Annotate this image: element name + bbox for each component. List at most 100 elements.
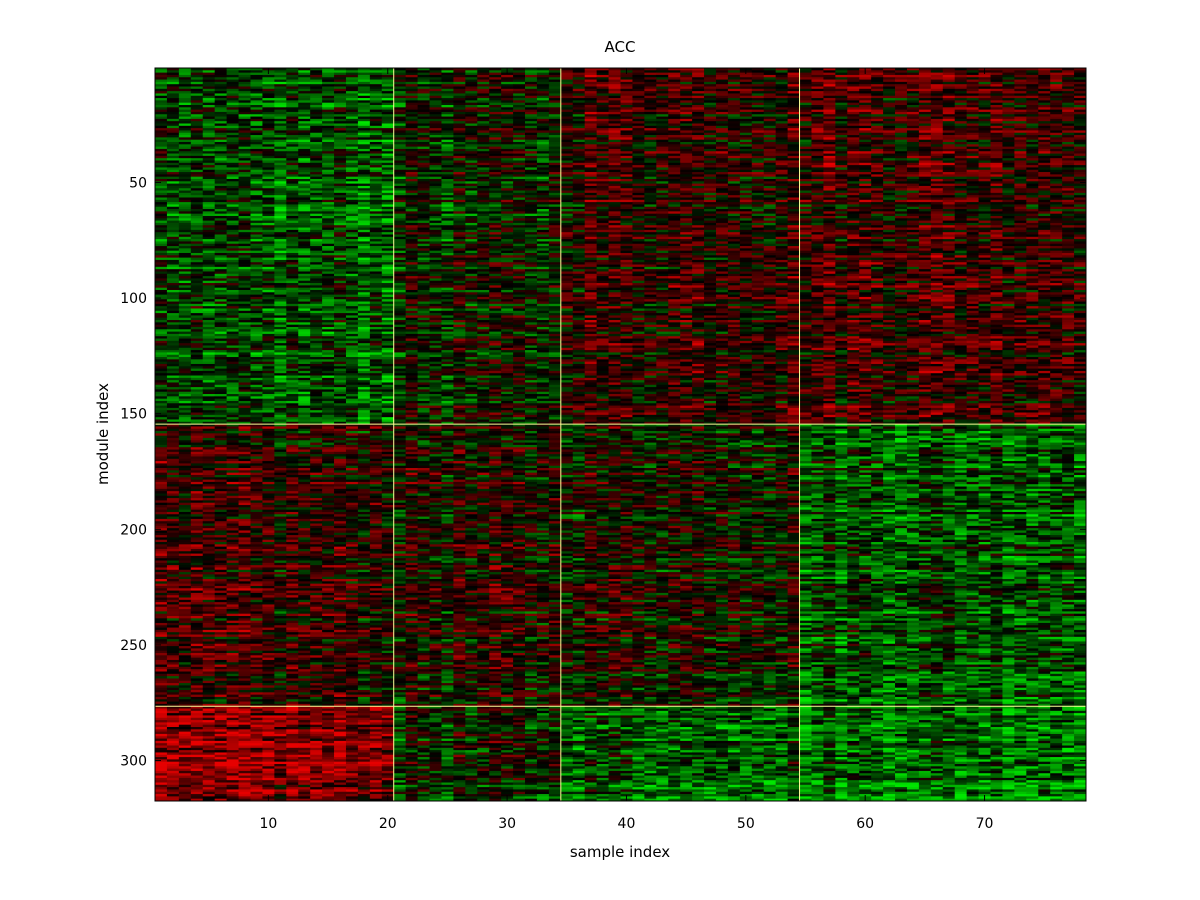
heatmap-cell <box>955 144 967 147</box>
heatmap-cell <box>561 93 573 96</box>
heatmap-cell <box>883 204 895 207</box>
heatmap-cell <box>239 77 251 80</box>
heatmap-cell <box>370 204 382 207</box>
heatmap-cell <box>573 186 585 189</box>
heatmap-cell <box>644 73 656 76</box>
heatmap-cell <box>430 174 442 177</box>
heatmap-cell <box>1062 70 1074 73</box>
heatmap-cell <box>250 149 262 152</box>
heatmap-cell <box>823 98 835 101</box>
heatmap-cell <box>310 128 322 131</box>
heatmap-cell <box>191 179 203 182</box>
heatmap-cell <box>931 177 943 180</box>
heatmap-cell <box>835 89 847 92</box>
heatmap-cell <box>656 170 668 173</box>
heatmap-cell <box>1074 100 1086 103</box>
heatmap-cell <box>203 130 215 133</box>
heatmap-cell <box>632 100 644 103</box>
heatmap-cell <box>847 121 859 124</box>
heatmap-cell <box>668 126 680 129</box>
heatmap-cell <box>979 209 991 212</box>
heatmap-cell <box>728 195 740 198</box>
heatmap-cell <box>1074 179 1086 182</box>
heatmap-cell <box>1062 130 1074 133</box>
heatmap-cell <box>334 197 346 200</box>
heatmap-cell <box>979 170 991 173</box>
heatmap-cell <box>764 133 776 136</box>
heatmap-cell <box>477 130 489 133</box>
heatmap-cell <box>167 112 179 115</box>
heatmap-cell <box>406 172 418 175</box>
heatmap-cell <box>215 193 227 196</box>
heatmap-cell <box>513 179 525 182</box>
heatmap-cell <box>441 151 453 154</box>
heatmap-cell <box>835 211 847 214</box>
heatmap-cell <box>764 207 776 210</box>
heatmap-cell <box>1038 170 1050 173</box>
heatmap-cell <box>477 105 489 108</box>
heatmap-cell <box>597 156 609 159</box>
heatmap-cell <box>823 121 835 124</box>
heatmap-cell <box>1014 170 1026 173</box>
heatmap-cell <box>859 75 871 78</box>
heatmap-cell <box>274 204 286 207</box>
heatmap-cell <box>800 200 812 203</box>
heatmap-cell <box>871 151 883 154</box>
heatmap-cell <box>179 128 191 131</box>
heatmap-cell <box>644 119 656 122</box>
heatmap-cell <box>931 135 943 138</box>
heatmap-cell <box>895 207 907 210</box>
heatmap-cell <box>764 165 776 168</box>
heatmap-cell <box>346 126 358 129</box>
heatmap-cell <box>191 98 203 101</box>
heatmap-cell <box>501 114 513 117</box>
heatmap-cell <box>895 147 907 150</box>
heatmap-cell <box>370 140 382 143</box>
heatmap-cell <box>728 128 740 131</box>
heatmap-cell <box>632 156 644 159</box>
heatmap-cell <box>1074 151 1086 154</box>
heatmap-cell <box>919 200 931 203</box>
heatmap-cell <box>239 163 251 166</box>
heatmap-cell <box>823 84 835 87</box>
heatmap-cell <box>155 193 167 196</box>
heatmap-cell <box>406 184 418 187</box>
heatmap-cell <box>250 193 262 196</box>
heatmap-cell <box>406 160 418 163</box>
heatmap-cell <box>334 100 346 103</box>
heatmap-cell <box>513 184 525 187</box>
heatmap-cell <box>680 214 692 217</box>
heatmap-cell <box>537 193 549 196</box>
heatmap-cell <box>334 174 346 177</box>
heatmap-cell <box>382 96 394 99</box>
heatmap-cell <box>286 214 298 217</box>
heatmap-cell <box>274 151 286 154</box>
heatmap-cell <box>931 91 943 94</box>
heatmap-cell <box>191 128 203 131</box>
heatmap-cell <box>370 158 382 161</box>
heatmap-cell <box>823 184 835 187</box>
heatmap-cell <box>991 209 1003 212</box>
heatmap-cell <box>537 110 549 113</box>
heatmap-cell <box>370 73 382 76</box>
heatmap-cell <box>585 130 597 133</box>
heatmap-cell <box>239 130 251 133</box>
heatmap-cell <box>621 133 633 136</box>
heatmap-cell <box>370 89 382 92</box>
heatmap-cell <box>823 87 835 90</box>
heatmap-cell <box>286 147 298 150</box>
heatmap-cell <box>513 177 525 180</box>
heatmap-cell <box>167 216 179 219</box>
heatmap-cell <box>215 144 227 147</box>
heatmap-cell <box>441 75 453 78</box>
heatmap-cell <box>1014 214 1026 217</box>
heatmap-cell <box>728 114 740 117</box>
heatmap-cell <box>477 202 489 205</box>
heatmap-cell <box>967 167 979 170</box>
heatmap-cell <box>895 151 907 154</box>
heatmap-cell <box>668 177 680 180</box>
heatmap-cell <box>1014 126 1026 129</box>
heatmap-cell <box>382 204 394 207</box>
heatmap-cell <box>441 70 453 73</box>
heatmap-cell <box>298 165 310 168</box>
